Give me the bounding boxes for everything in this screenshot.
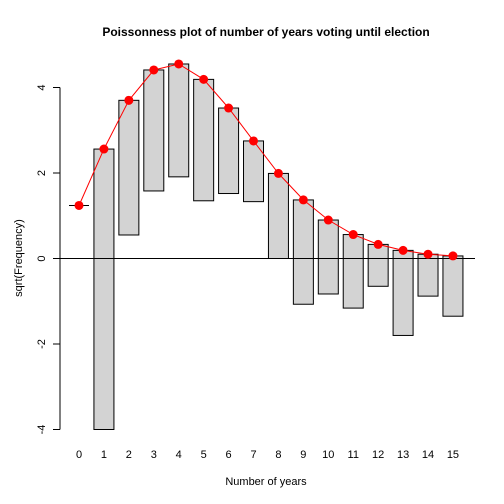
- bar-14: [417, 253, 439, 297]
- fitted-point-0: [74, 200, 84, 210]
- y-tick-label: 0: [36, 255, 48, 261]
- x-tick-label: 15: [447, 449, 459, 461]
- fitted-point-5: [199, 74, 209, 84]
- fitted-curve: [74, 59, 458, 261]
- chart-title: Poissonness plot of number of years voti…: [102, 25, 429, 39]
- x-tick-label: 10: [322, 449, 334, 461]
- y-tick-label: 2: [36, 170, 48, 176]
- x-tick-label: 1: [101, 449, 107, 461]
- x-tick-label: 2: [126, 449, 132, 461]
- y-tick-label: -2: [36, 339, 48, 349]
- fitted-curve-line: [78, 63, 453, 257]
- fitted-point-9: [298, 195, 308, 205]
- fitted-point-7: [249, 136, 259, 146]
- x-axis-label: Number of years: [225, 476, 307, 488]
- fitted-point-2: [124, 95, 134, 105]
- bar-5: [193, 78, 215, 202]
- y-tick-label: 4: [36, 84, 48, 90]
- x-tick-label: 3: [151, 449, 157, 461]
- x-axis-ticks: 0 1 2 3 4 5 6 7 8 9 10 11 12 13 14 15: [76, 449, 459, 461]
- x-tick-label: 0: [76, 449, 82, 461]
- bar-12: [367, 243, 389, 287]
- bar-9: [292, 199, 314, 305]
- fitted-point-14: [423, 249, 433, 259]
- bar-4: [168, 63, 190, 178]
- fitted-point-15: [448, 251, 458, 261]
- x-tick-label: 13: [397, 449, 409, 461]
- fitted-point-8: [273, 168, 283, 178]
- x-tick-label: 8: [275, 449, 281, 461]
- bar-1: [93, 148, 115, 430]
- bar-10: [317, 219, 339, 295]
- x-tick-label: 4: [176, 449, 182, 461]
- y-axis: -4 -2 0 2 4: [36, 84, 61, 435]
- x-tick-label: 12: [372, 449, 384, 461]
- fitted-point-4: [174, 59, 184, 69]
- fitted-point-12: [373, 239, 383, 249]
- x-tick-label: 11: [348, 449, 359, 461]
- bar-13: [392, 249, 414, 336]
- bar-3: [143, 69, 165, 192]
- bar-6: [218, 107, 240, 195]
- x-tick-label: 9: [300, 449, 306, 461]
- fitted-point-13: [398, 245, 408, 255]
- x-tick-label: 7: [250, 449, 256, 461]
- x-tick-label: 5: [201, 449, 207, 461]
- fitted-point-11: [348, 230, 358, 240]
- fitted-point-10: [323, 215, 333, 225]
- bar-8: [267, 172, 289, 260]
- bar-2: [118, 99, 140, 236]
- x-tick-label: 14: [422, 449, 434, 461]
- x-tick-label: 6: [226, 449, 232, 461]
- fitted-point-6: [224, 103, 234, 113]
- bar-15: [442, 255, 464, 317]
- y-tick-label: -4: [36, 425, 48, 435]
- fitted-point-1: [99, 144, 109, 154]
- y-axis-label: sqrt(Frequency): [13, 219, 25, 297]
- bar-11: [342, 234, 364, 309]
- fitted-point-3: [149, 65, 159, 75]
